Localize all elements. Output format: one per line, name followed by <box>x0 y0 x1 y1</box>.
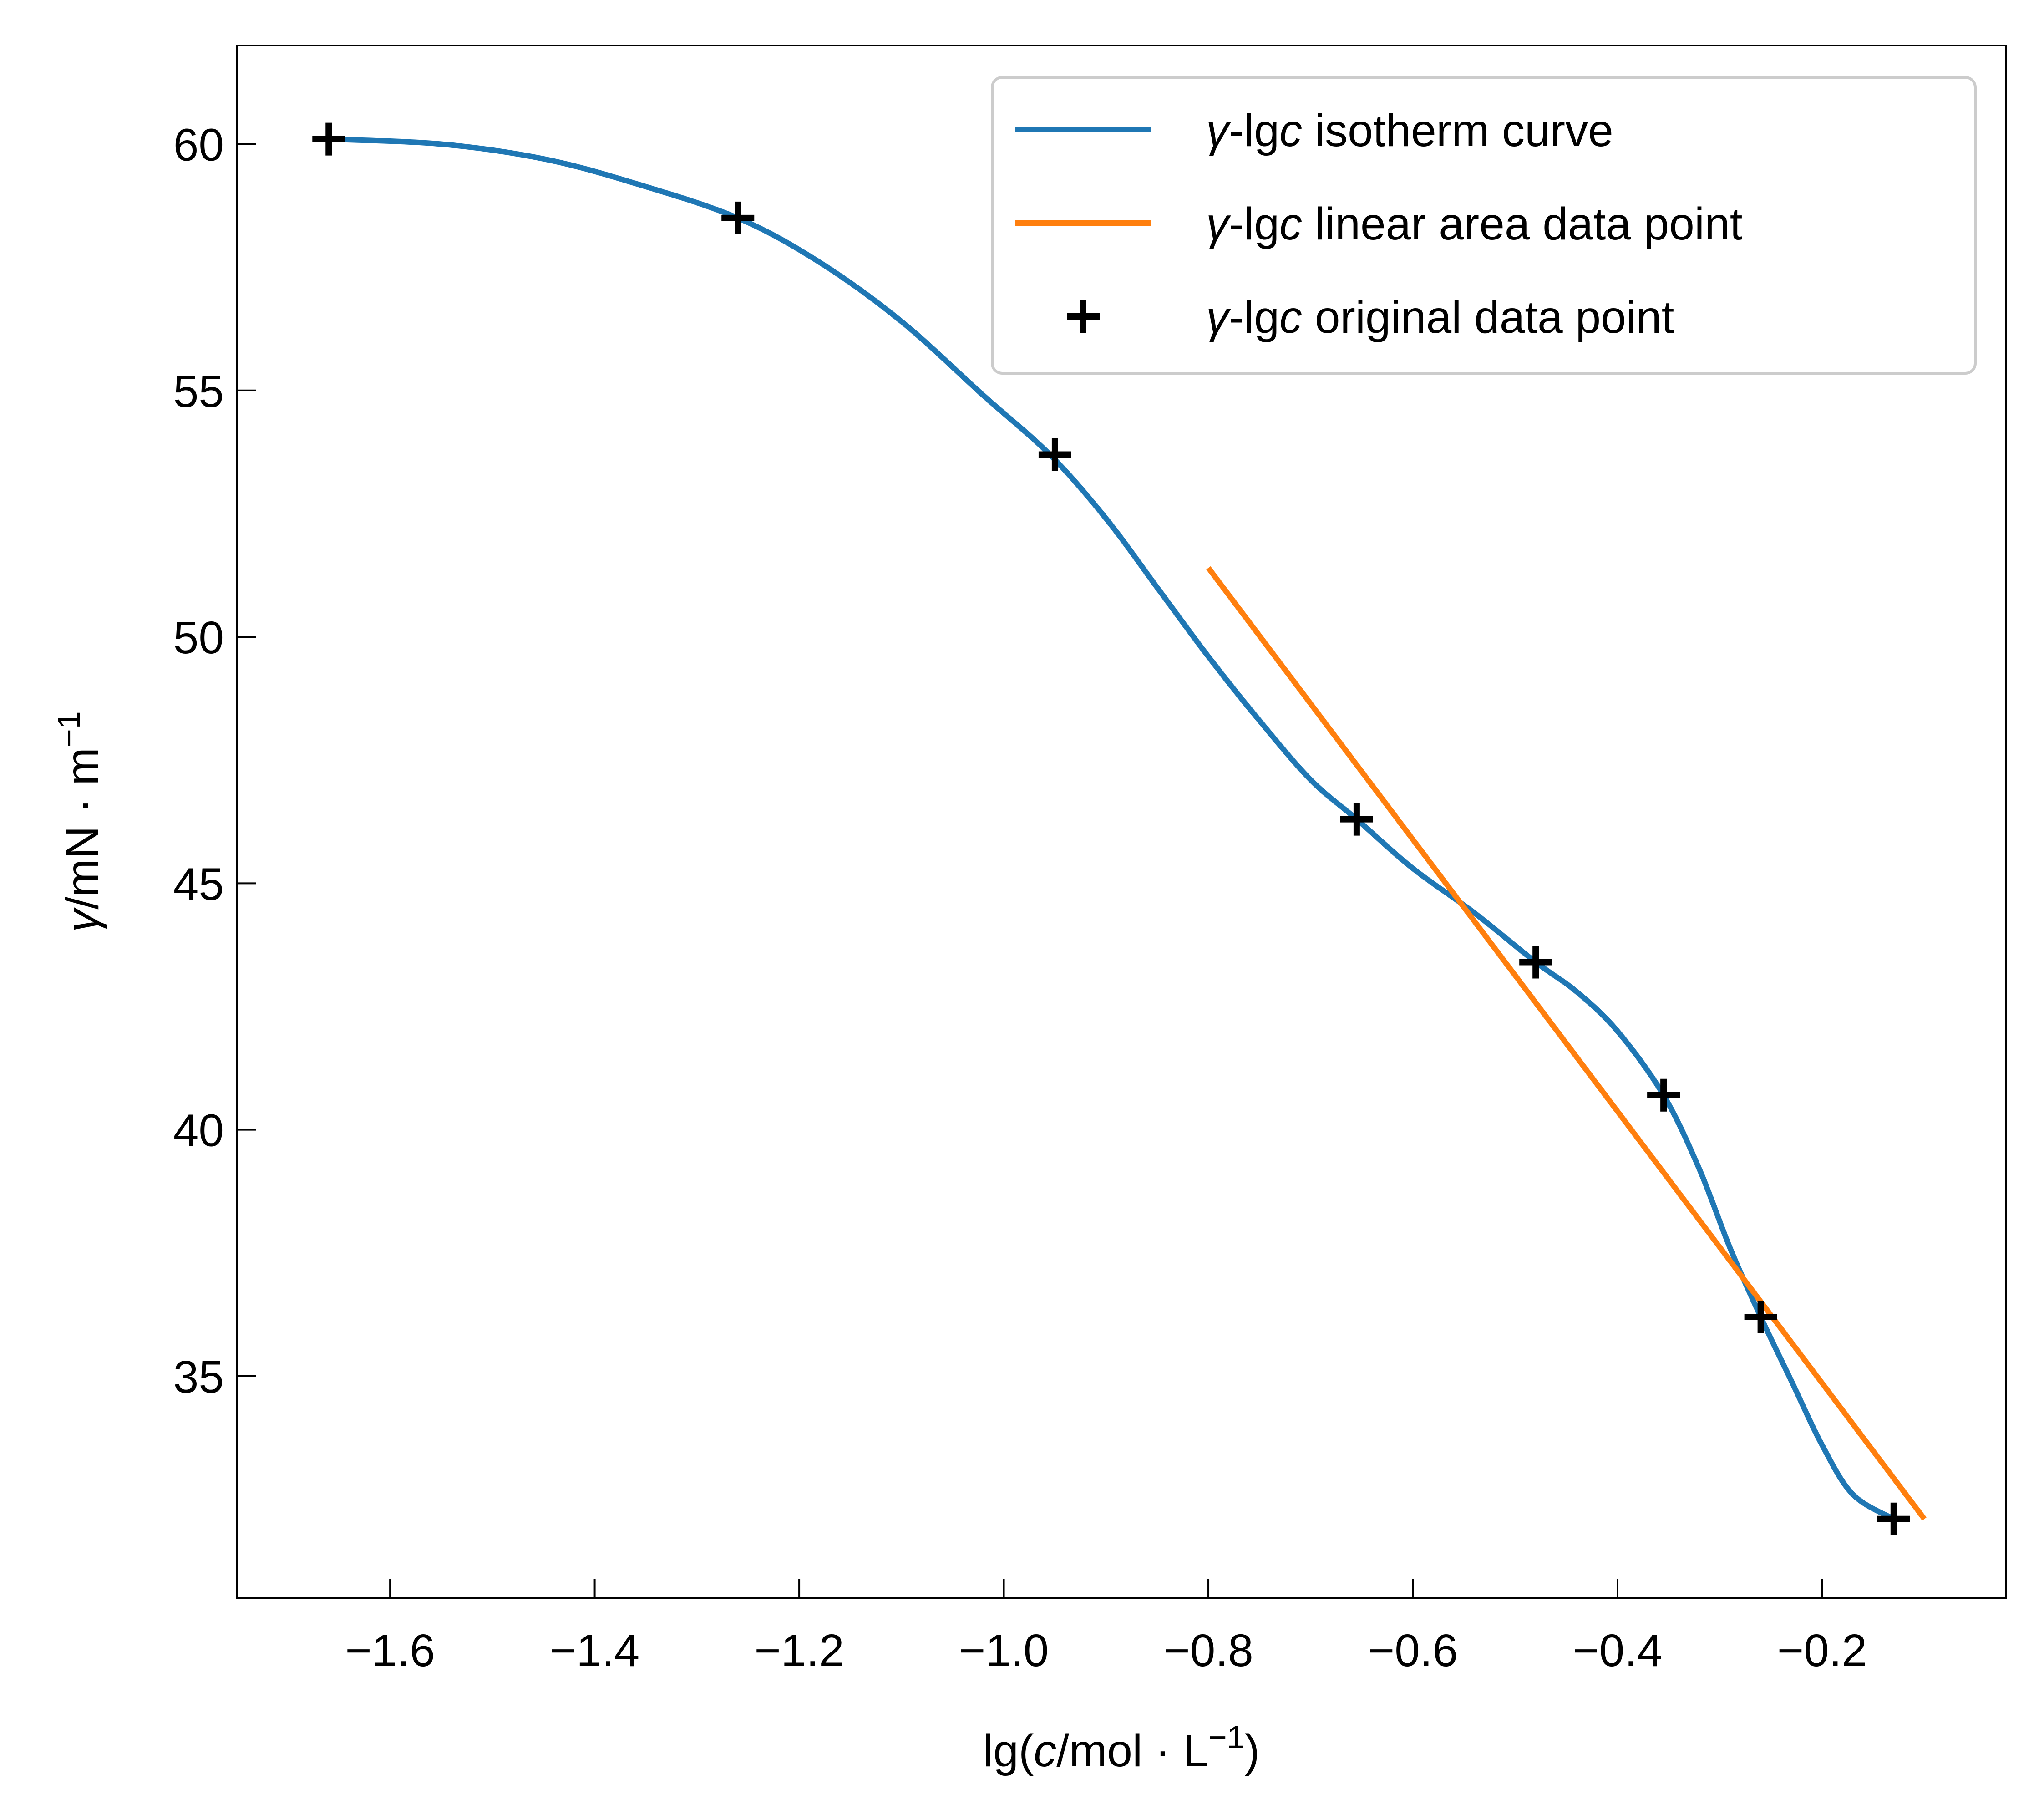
legend-label-var: γ <box>1206 105 1231 156</box>
legend-label-var2: c <box>1279 198 1302 249</box>
legend-label-mid: -lg <box>1229 198 1279 249</box>
x-tick-label: −1.4 <box>550 1625 639 1676</box>
legend-label-var2: c <box>1279 105 1302 156</box>
legend-box <box>991 76 1977 375</box>
x-tick-label: −0.2 <box>1777 1625 1867 1676</box>
legend-label-text: original data point <box>1302 292 1674 343</box>
x-tick-label: −1.0 <box>959 1625 1049 1676</box>
legend-label-text: isotherm curve <box>1302 105 1613 156</box>
y-tick-label: 35 <box>173 1352 224 1403</box>
x-tick-label: −1.6 <box>345 1625 435 1676</box>
linear-fit-line <box>1206 566 1927 1521</box>
plot-inner <box>312 122 1927 1535</box>
data-point-marker <box>1744 1300 1777 1333</box>
y-tick-label: 45 <box>173 859 224 910</box>
data-point-marker <box>312 122 345 156</box>
data-point-marker <box>721 201 755 234</box>
data-point-marker <box>1038 438 1071 471</box>
legend-entry-label: γ-lgc linear area data point <box>1206 198 1743 249</box>
data-point-marker <box>1647 1078 1680 1112</box>
axes-frame <box>236 45 2007 1599</box>
legend-label-var: γ <box>1206 198 1231 249</box>
y-axis-label-var: γ <box>57 907 108 932</box>
y-tick-label: 40 <box>173 1105 224 1156</box>
y-axis-label: γ/mN · m−1 <box>51 711 108 932</box>
legend-label-var2: c <box>1279 292 1302 343</box>
x-tick-label: −0.8 <box>1163 1625 1253 1676</box>
legend-entry-label: γ-lgc original data point <box>1206 292 1674 343</box>
plot-area <box>312 122 1927 1535</box>
y-tick-label: 60 <box>173 120 224 171</box>
y-tick-label: 50 <box>173 612 224 663</box>
legend-label-mid: -lg <box>1229 292 1279 343</box>
legend-entry-label: γ-lgc isotherm curve <box>1206 105 1613 156</box>
x-tick-label: −0.4 <box>1572 1625 1662 1676</box>
legend-label-var: γ <box>1206 292 1231 343</box>
x-axis-label-unit: /mol · L <box>1056 1725 1208 1776</box>
x-tick-label: −1.2 <box>754 1625 844 1676</box>
x-axis-label-sup: −1 <box>1208 1719 1245 1755</box>
y-axis-label-sup: −1 <box>51 711 86 747</box>
data-point-marker <box>1340 803 1373 836</box>
x-axis-label-post: ) <box>1245 1725 1260 1776</box>
data-point-marker <box>1519 946 1552 979</box>
legend-label-mid: -lg <box>1229 105 1279 156</box>
y-tick-label: 55 <box>173 366 224 417</box>
axes: −1.6 −1.4 −1.2 −1.0 −0.8 −0.6 −0.4 −0.2 35 40 45 50… <box>51 45 2007 1776</box>
x-axis-label: lg(c/mol · L−1) <box>983 1719 1260 1776</box>
x-tick-label: −0.6 <box>1368 1625 1458 1676</box>
legend-label-text: linear area data point <box>1302 198 1743 249</box>
y-axis-label-unit: /mN · m <box>57 747 108 909</box>
data-point-marker <box>1877 1502 1910 1535</box>
x-axis-label-pre: lg( <box>983 1725 1034 1776</box>
x-axis-label-var: c <box>1034 1725 1056 1776</box>
